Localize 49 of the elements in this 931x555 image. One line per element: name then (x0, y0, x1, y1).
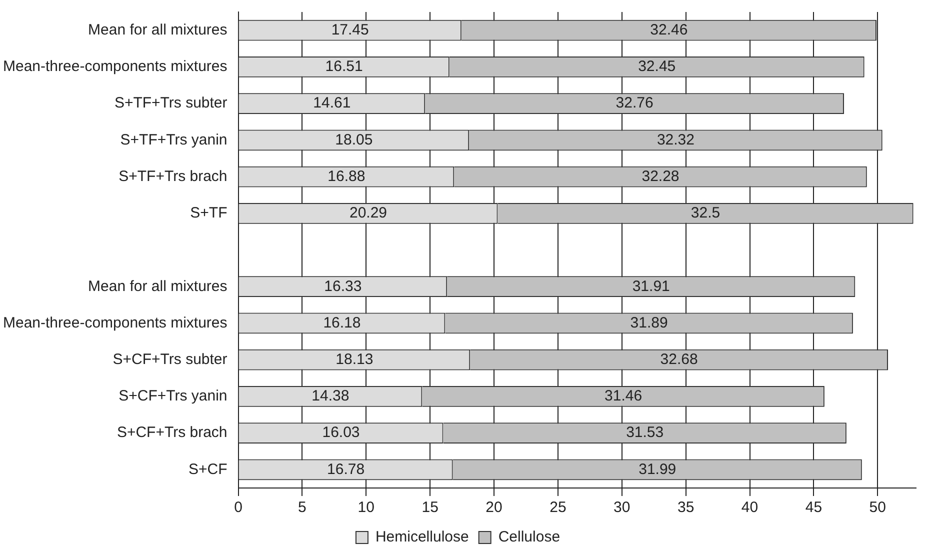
x-tick-label: 15 (422, 499, 438, 516)
x-tick-label: 10 (358, 499, 374, 516)
data-label: 32.28 (642, 168, 680, 185)
x-tick-label: 0 (234, 499, 242, 516)
x-tick-label: 45 (805, 499, 822, 516)
y-tick-label: S+CF (188, 460, 228, 478)
data-label: 16.78 (327, 460, 365, 478)
data-label: 20.29 (349, 204, 388, 222)
y-tick-label: S+CF+Trs yanin (118, 388, 228, 405)
x-tick-label: 25 (550, 499, 566, 516)
x-tick-label: 20 (486, 499, 502, 516)
y-tick-label: S+TF+Trs subter (114, 94, 228, 112)
data-label: 17.45 (331, 21, 369, 38)
y-tick-label: Mean for all mixtures (88, 278, 228, 295)
data-label: 18.05 (335, 131, 373, 148)
x-tick-label: 30 (614, 499, 630, 516)
y-tick-label: Mean-three-components mixtures (2, 58, 228, 76)
y-tick-label: Mean-three-components mixtures (2, 314, 228, 332)
y-tick-label: S+CF+Trs subter (112, 350, 228, 368)
y-tick-label: S+TF (190, 204, 228, 222)
data-label: 16.51 (325, 58, 363, 76)
legend-label: Cellulose (498, 528, 560, 546)
x-tick-label: 40 (741, 499, 758, 516)
y-tick-label: S+TF+Trs yanin (120, 131, 228, 148)
data-label: 32.76 (616, 94, 654, 112)
data-label: 14.38 (312, 388, 350, 405)
data-label: 31.53 (626, 424, 664, 442)
x-tick-label: 35 (677, 499, 694, 516)
y-tick-label: Mean for all mixtures (88, 21, 228, 38)
x-tick-label: 5 (298, 499, 306, 516)
data-label: 32.68 (660, 350, 698, 368)
data-label: 32.45 (638, 58, 676, 76)
data-label: 14.61 (313, 94, 351, 112)
data-label: 32.46 (650, 21, 688, 38)
x-tick-label: 50 (869, 499, 886, 516)
data-label: 32.5 (690, 204, 720, 222)
data-label: 31.89 (630, 314, 668, 332)
data-label: 31.46 (604, 388, 642, 405)
legend-label: Hemicellulose (375, 528, 469, 546)
data-label: 16.33 (324, 278, 362, 295)
data-label: 16.88 (328, 168, 366, 185)
y-tick-label: S+CF+Trs brach (116, 424, 228, 442)
data-label: 16.03 (322, 424, 360, 442)
data-label: 18.13 (336, 350, 374, 368)
data-label: 31.99 (638, 460, 676, 478)
y-tick-label: S+TF+Trs brach (118, 168, 228, 185)
data-label: 31.91 (632, 278, 670, 295)
data-label: 16.18 (323, 314, 361, 332)
data-label: 32.32 (656, 131, 694, 148)
